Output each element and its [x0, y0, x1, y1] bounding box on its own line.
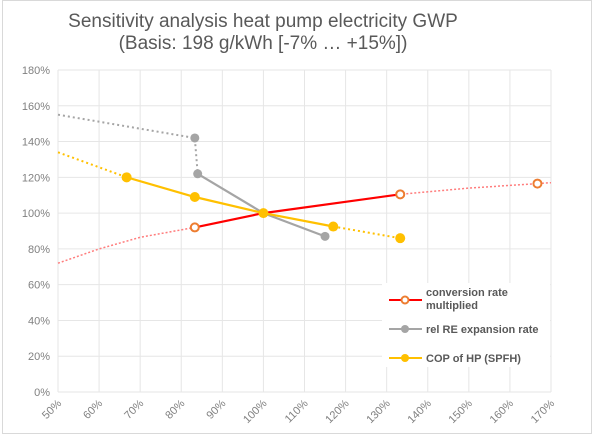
x-tick-label: 100% [241, 397, 270, 426]
title-line: Sensitivity analysis heat pump electrici… [68, 11, 458, 32]
x-tick-label: 110% [283, 397, 311, 425]
trendline-re-expansion [57, 113, 199, 174]
legend: conversion rate multiplied rel RE expans… [382, 283, 550, 367]
x-tick-label: 70% [122, 397, 146, 421]
x-tick-label: 60% [81, 397, 105, 421]
legend-label-conversion-line2: multiplied [426, 300, 478, 312]
x-tick-label: 120% [323, 397, 352, 426]
x-tick-label: 150% [447, 397, 476, 426]
y-tick-label: 60% [28, 280, 50, 292]
y-tick-label: 20% [28, 351, 50, 363]
legend-label-cop: COP of HP (SPFH) [426, 353, 521, 365]
y-tick-label: 120% [22, 172, 50, 184]
data-point-re-expansion [190, 133, 200, 143]
series-line-re-expansion [197, 172, 326, 238]
trendline-cop-tail [333, 225, 401, 240]
data-point-cop [258, 208, 269, 219]
data-point-cop [395, 233, 406, 244]
x-tick-label: 80% [163, 397, 187, 421]
subtitle-line: (Basis: 198 g/kWh [-7% … +15%]) [118, 33, 408, 54]
grid [57, 69, 552, 393]
x-tick-label: 140% [405, 397, 434, 426]
trendline-conversion-rate [57, 181, 552, 264]
y-axis-ticks: 0% 20% 40% 60% 80% 100% 120% 140% 160% 180% [22, 65, 50, 399]
series-line-cop [126, 176, 334, 228]
data-point-conversion-rate [532, 178, 543, 189]
legend-marker-conversion [400, 295, 410, 305]
legend-label-re: rel RE expansion rate [426, 324, 539, 336]
legend-box [382, 283, 550, 367]
y-tick-label: 180% [22, 65, 50, 77]
series-line-conversion-rate [194, 193, 401, 229]
x-tick-label: 160% [488, 397, 517, 426]
y-tick-label: 80% [28, 244, 50, 256]
legend-marker-cop [401, 354, 409, 362]
y-tick-label: 160% [22, 101, 50, 113]
chart-title: Sensitivity analysis heat pump electrici… [3, 11, 523, 55]
x-axis-ticks: 50% 60% 70% 80% 90% 100% 110% 120% 130% 140% 150% 1… [40, 397, 557, 426]
data-point-cop [121, 172, 132, 183]
y-tick-label: 100% [22, 208, 50, 220]
y-tick-label: 140% [22, 137, 50, 149]
data-point-re-expansion [193, 169, 203, 179]
trendline-cop [57, 151, 127, 179]
y-tick-label: 0% [34, 387, 50, 399]
data-point-re-expansion [320, 231, 330, 241]
data-point-conversion-rate [395, 189, 406, 200]
x-tick-label: 170% [529, 397, 558, 426]
x-tick-label: 50% [40, 397, 64, 421]
data-point-conversion-rate [189, 222, 200, 233]
data-point-cop [328, 221, 339, 232]
x-tick-label: 90% [204, 397, 228, 421]
legend-marker-re [401, 325, 409, 333]
x-tick-label: 130% [364, 397, 393, 426]
data-point-cop [189, 192, 200, 203]
series-layer [57, 113, 552, 264]
y-tick-label: 40% [28, 315, 50, 327]
legend-label-conversion: conversion rate [426, 287, 508, 299]
